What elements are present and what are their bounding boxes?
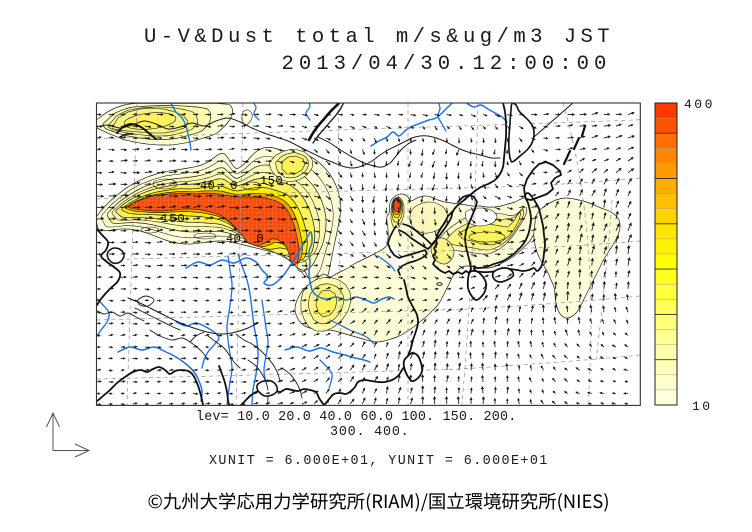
svg-text:400: 400	[684, 97, 715, 112]
svg-text:10: 10	[692, 399, 713, 414]
svg-text:40. 0: 40. 0	[200, 179, 238, 193]
svg-text:150: 150	[161, 212, 186, 226]
svg-text:150.: 150.	[260, 174, 291, 188]
svg-text:40. 0: 40. 0	[226, 232, 264, 246]
